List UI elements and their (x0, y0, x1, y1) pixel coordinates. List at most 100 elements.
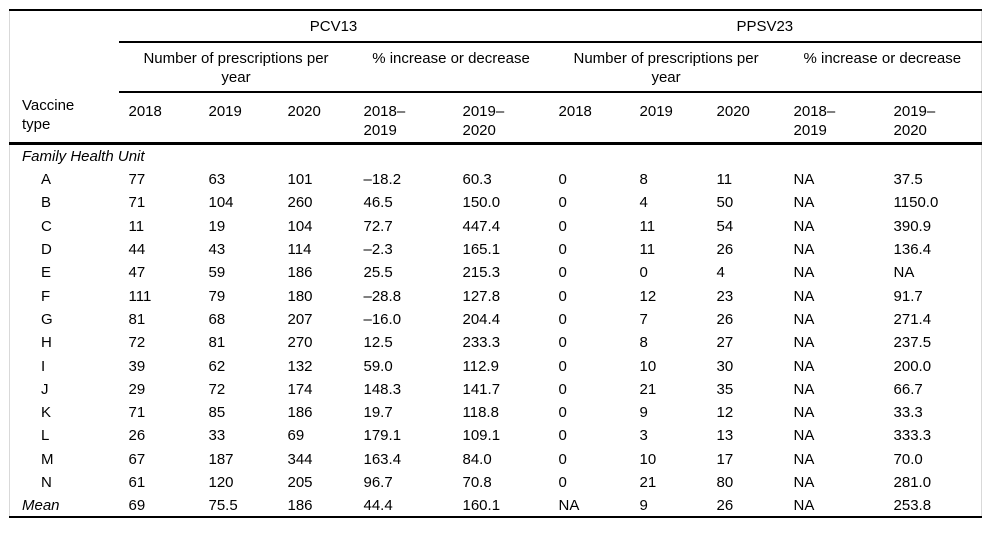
value-cell: 0 (558, 241, 567, 259)
value-cell: 0 (558, 474, 567, 491)
vaccine-type-cell: Mean (22, 496, 60, 514)
table-row: F 111 79 180 –28.8 127.8 0 12 23 NA 91.7 (10, 284, 982, 307)
value-cell: 27 (716, 334, 734, 352)
value-cell: 10 (639, 450, 657, 468)
value-cell: 69 (287, 427, 305, 445)
value-cell: 70.8 (462, 474, 492, 491)
value-cell: 11 (716, 171, 733, 189)
value-cell: NA (793, 241, 815, 259)
group-header-pcv13: PCV13 (118, 10, 549, 43)
value-cell: 25.5 (363, 264, 393, 282)
col-header-ppsv23-2018: 2018 (548, 92, 630, 145)
value-cell: 200.0 (893, 357, 932, 375)
vaccine-type-cell: I (41, 357, 46, 375)
value-cell: NA (793, 171, 815, 189)
value-cell: 96.7 (363, 474, 393, 491)
value-cell: 0 (558, 310, 567, 328)
value-cell: 141.7 (462, 380, 501, 398)
table-row: B 71 104 260 46.5 150.0 0 4 50 NA 1150.0 (10, 191, 982, 214)
value-cell: 0 (558, 217, 567, 235)
value-cell: NA (793, 404, 815, 422)
value-cell: 260 (287, 194, 313, 212)
value-cell: 271.4 (893, 310, 932, 328)
value-cell: 148.3 (363, 380, 402, 398)
value-cell: NA (793, 310, 815, 328)
value-cell: 26 (128, 427, 146, 445)
value-cell: 50 (716, 194, 734, 212)
value-cell: –2.3 (363, 241, 393, 259)
value-cell: 253.8 (893, 496, 932, 514)
value-cell: 72.7 (363, 217, 393, 235)
value-cell: 46.5 (363, 194, 393, 212)
vaccine-type-cell: H (41, 334, 52, 352)
value-cell: 0 (639, 264, 648, 282)
col-header-pcv13-2020: 2020 (277, 92, 354, 145)
value-cell: 0 (558, 287, 567, 305)
value-cell: 120 (208, 474, 234, 491)
value-cell: 344 (287, 450, 313, 468)
value-cell: 33.3 (893, 404, 923, 422)
value-cell: NA (793, 264, 815, 282)
value-cell: 84.0 (462, 450, 492, 468)
value-cell: 67 (128, 450, 146, 468)
value-cell: 127.8 (462, 287, 501, 305)
value-cell: 85 (208, 404, 226, 422)
value-cell: 72 (128, 334, 146, 352)
value-cell: 9 (639, 496, 648, 514)
col-header-pcv13-2018: 2018 (118, 92, 199, 145)
year-header-row: 2018 2019 2020 2018– 2019 2019– 2020 201… (10, 92, 982, 145)
value-cell: 7 (639, 310, 648, 328)
value-cell: 1150.0 (893, 194, 939, 212)
value-cell: 112.9 (462, 357, 499, 375)
vaccine-type-cell: J (41, 380, 49, 398)
vaccine-type-cell: C (41, 217, 52, 235)
col-header-pcv13-2018-2019: 2018– 2019 (353, 92, 453, 145)
value-cell: 71 (128, 404, 146, 422)
value-cell: 0 (558, 450, 567, 468)
value-cell: NA (793, 217, 815, 235)
section-label: Family Health Unit (22, 147, 145, 165)
value-cell: 75.5 (208, 496, 238, 514)
value-cell: 79 (208, 287, 226, 305)
group-header-ppsv23: PPSV23 (548, 10, 982, 43)
value-cell: –28.8 (363, 287, 402, 305)
value-cell: NA (793, 474, 815, 491)
value-cell: 109.1 (462, 427, 501, 445)
value-cell: 37.5 (893, 171, 923, 189)
value-cell: 29 (128, 380, 146, 398)
value-cell: 4 (716, 264, 725, 282)
value-cell: 47 (128, 264, 146, 282)
value-cell: 270 (287, 334, 313, 352)
value-cell: NA (793, 496, 815, 514)
value-cell: 0 (558, 404, 567, 422)
value-cell: 186 (287, 404, 313, 422)
value-cell: 390.9 (893, 217, 932, 235)
value-cell: 68 (208, 310, 226, 328)
vaccine-type-header: Vaccine type (9, 10, 119, 145)
table-header: Vaccine type PCV13 PPSV23 Number of pres… (9, 10, 982, 145)
value-cell: 111 (128, 287, 152, 305)
value-cell: 70.0 (893, 450, 923, 468)
value-cell: 9 (639, 404, 648, 422)
value-cell: 11 (128, 217, 145, 235)
value-cell: NA (793, 450, 815, 468)
value-cell: 12.5 (363, 334, 393, 352)
value-cell: NA (793, 380, 815, 398)
col-header-ppsv23-2020: 2020 (706, 92, 784, 145)
value-cell: 187 (208, 450, 234, 468)
value-cell: 180 (287, 287, 313, 305)
col-header-pcv13-2019-2020: 2019– 2020 (452, 92, 549, 145)
table-row: Mean 69 75.5 186 44.4 160.1 NA 9 26 NA 2… (10, 494, 982, 517)
vaccine-type-cell: G (41, 310, 53, 328)
value-cell: NA (793, 334, 815, 352)
section-row: Family Health Unit (10, 143, 982, 168)
value-cell: 114 (287, 241, 312, 259)
table-row: M 67 187 344 163.4 84.0 0 10 17 NA 70.0 (10, 448, 982, 471)
value-cell: 333.3 (893, 427, 932, 445)
value-cell: 163.4 (363, 450, 402, 468)
value-cell: –18.2 (363, 171, 402, 189)
value-cell: 30 (716, 357, 734, 375)
value-cell: 281.0 (893, 474, 932, 491)
value-cell: 26 (716, 496, 734, 514)
